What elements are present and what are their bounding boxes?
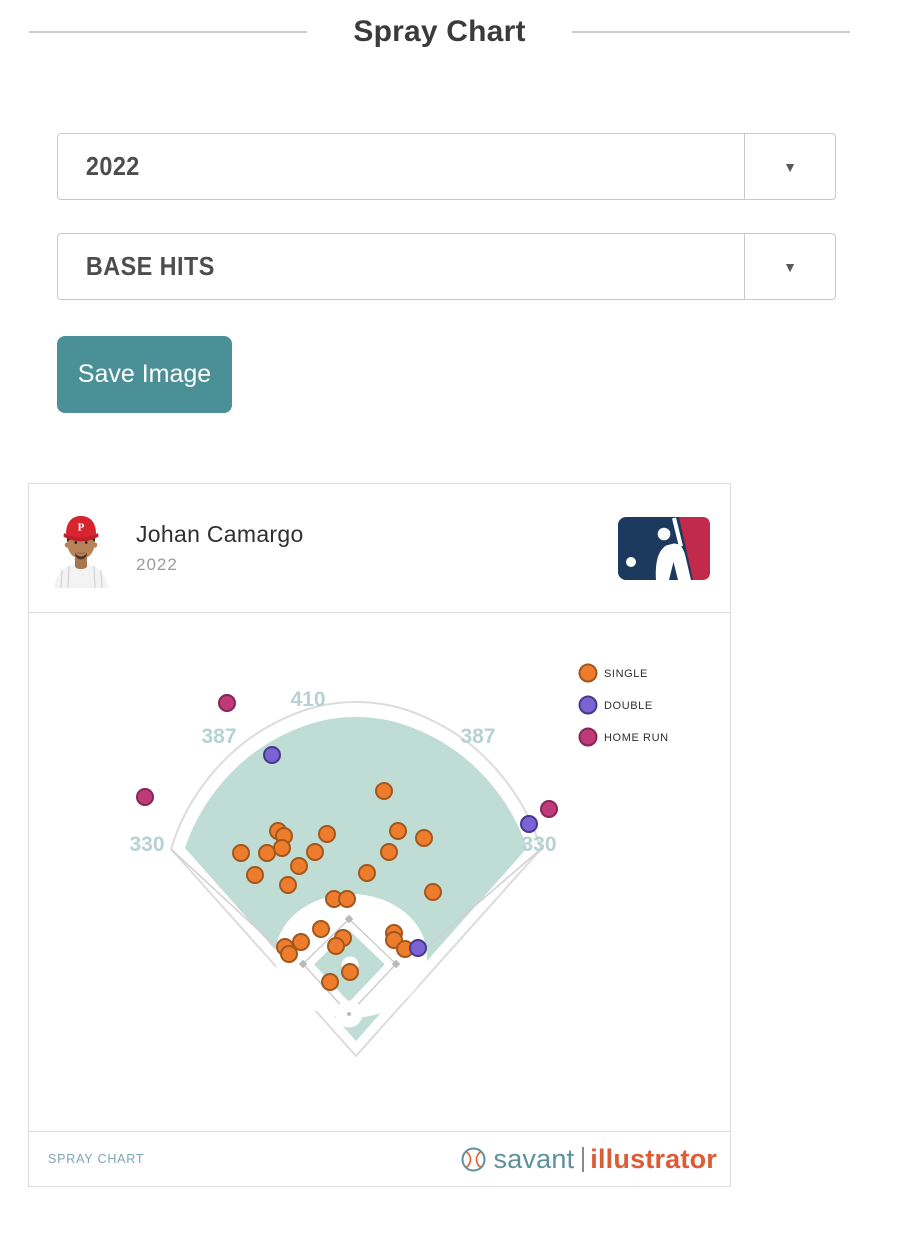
player-season: 2022 xyxy=(136,555,178,574)
first-base xyxy=(391,959,401,969)
savant-illustrator-logo: savant illustrator xyxy=(460,1144,717,1175)
hit-point-single[interactable] xyxy=(246,866,264,884)
card-header: P Johan Camargo 2022 xyxy=(29,484,730,613)
brand-illustrator: illustrator xyxy=(590,1143,717,1174)
hit-filter-select-value: BASE HITS xyxy=(85,251,215,281)
brand-divider xyxy=(582,1146,585,1172)
distance-label-387: 387 xyxy=(201,725,236,748)
season-select[interactable]: 2022 ▼ xyxy=(57,133,836,200)
chevron-down-icon: ▼ xyxy=(783,158,797,175)
hit-point-single[interactable] xyxy=(232,844,250,862)
page-title: Spray Chart xyxy=(353,15,526,48)
baseball-icon xyxy=(461,1147,486,1171)
season-select-arrow-cell[interactable]: ▼ xyxy=(744,134,835,199)
hit-point-double[interactable] xyxy=(520,815,538,833)
hit-point-double[interactable] xyxy=(263,746,281,764)
footer-chart-label: SPRAY CHART xyxy=(48,1152,145,1166)
hit-points xyxy=(136,694,558,991)
page-header: Spray Chart xyxy=(29,12,851,52)
chevron-down-icon: ▼ xyxy=(783,258,797,275)
hit-point-single[interactable] xyxy=(424,883,442,901)
brand-savant: savant xyxy=(493,1143,575,1174)
distance-label-387: 387 xyxy=(460,725,495,748)
hit-point-home-run[interactable] xyxy=(218,694,236,712)
card-footer: SPRAY CHART savant illustrator xyxy=(29,1131,730,1186)
season-select-value: 2022 xyxy=(85,151,140,181)
legend-label-single: SINGLE xyxy=(604,668,648,680)
player-meta: Johan Camargo 2022 xyxy=(136,521,304,575)
distance-label-330: 330 xyxy=(129,833,164,856)
hit-point-single[interactable] xyxy=(389,822,407,840)
hit-point-single[interactable] xyxy=(280,945,298,963)
spray-chart-field: 330 387 410 387 330 SINGLE DOUBLE HOME RUN xyxy=(129,663,669,1057)
hit-point-single[interactable] xyxy=(327,937,345,955)
hit-point-single[interactable] xyxy=(380,843,398,861)
hit-filter-select[interactable]: BASE HITS ▼ xyxy=(57,233,836,300)
mlb-logo xyxy=(618,516,710,580)
legend-swatch-home-run xyxy=(578,727,598,747)
hit-point-home-run[interactable] xyxy=(540,800,558,818)
distance-label-410: 410 xyxy=(290,688,325,711)
distance-label-330: 330 xyxy=(521,833,556,856)
svg-text:P: P xyxy=(78,522,85,534)
hit-point-single[interactable] xyxy=(358,864,376,882)
hit-point-single[interactable] xyxy=(415,829,433,847)
hit-point-single[interactable] xyxy=(279,876,297,894)
hit-point-single[interactable] xyxy=(338,890,356,908)
page: Spray Chart 2022 ▼ BASE HITS ▼ Save Imag… xyxy=(0,12,900,1187)
title-rule-left xyxy=(29,31,308,33)
hit-point-home-run[interactable] xyxy=(136,788,154,806)
save-image-button[interactable]: Save Image xyxy=(57,336,232,413)
legend-swatch-double xyxy=(578,695,598,715)
legend-label-home-run: HOME RUN xyxy=(604,732,669,744)
second-base xyxy=(344,914,354,924)
player-headshot: P xyxy=(54,516,108,588)
hit-point-double[interactable] xyxy=(409,939,427,957)
hit-point-single[interactable] xyxy=(258,844,276,862)
hit-point-single[interactable] xyxy=(312,920,330,938)
legend-label-double: DOUBLE xyxy=(604,700,653,712)
title-rule-right xyxy=(571,31,851,33)
hit-point-single[interactable] xyxy=(318,825,336,843)
hit-filter-select-arrow-cell[interactable]: ▼ xyxy=(744,234,835,299)
hit-point-single[interactable] xyxy=(292,933,310,951)
hit-point-single[interactable] xyxy=(341,963,359,981)
hit-point-single[interactable] xyxy=(375,782,393,800)
home-plate-marker xyxy=(347,1012,351,1016)
distance-labels: 330 387 410 387 330 xyxy=(129,688,556,856)
hit-point-single[interactable] xyxy=(273,839,291,857)
third-base xyxy=(298,959,308,969)
legend-swatch-single xyxy=(578,663,598,683)
hit-point-single[interactable] xyxy=(290,857,308,875)
field-grass xyxy=(185,717,527,1041)
hit-point-single[interactable] xyxy=(306,843,324,861)
spray-chart-area: 330 387 410 387 330 SINGLE DOUBLE HOME RUN xyxy=(29,613,730,1131)
spray-chart-card: P Johan Camargo 2022 xyxy=(28,483,731,1187)
hit-point-single[interactable] xyxy=(321,973,339,991)
chart-legend: SINGLE DOUBLE HOME RUN xyxy=(578,663,669,747)
player-name: Johan Camargo xyxy=(136,521,304,547)
